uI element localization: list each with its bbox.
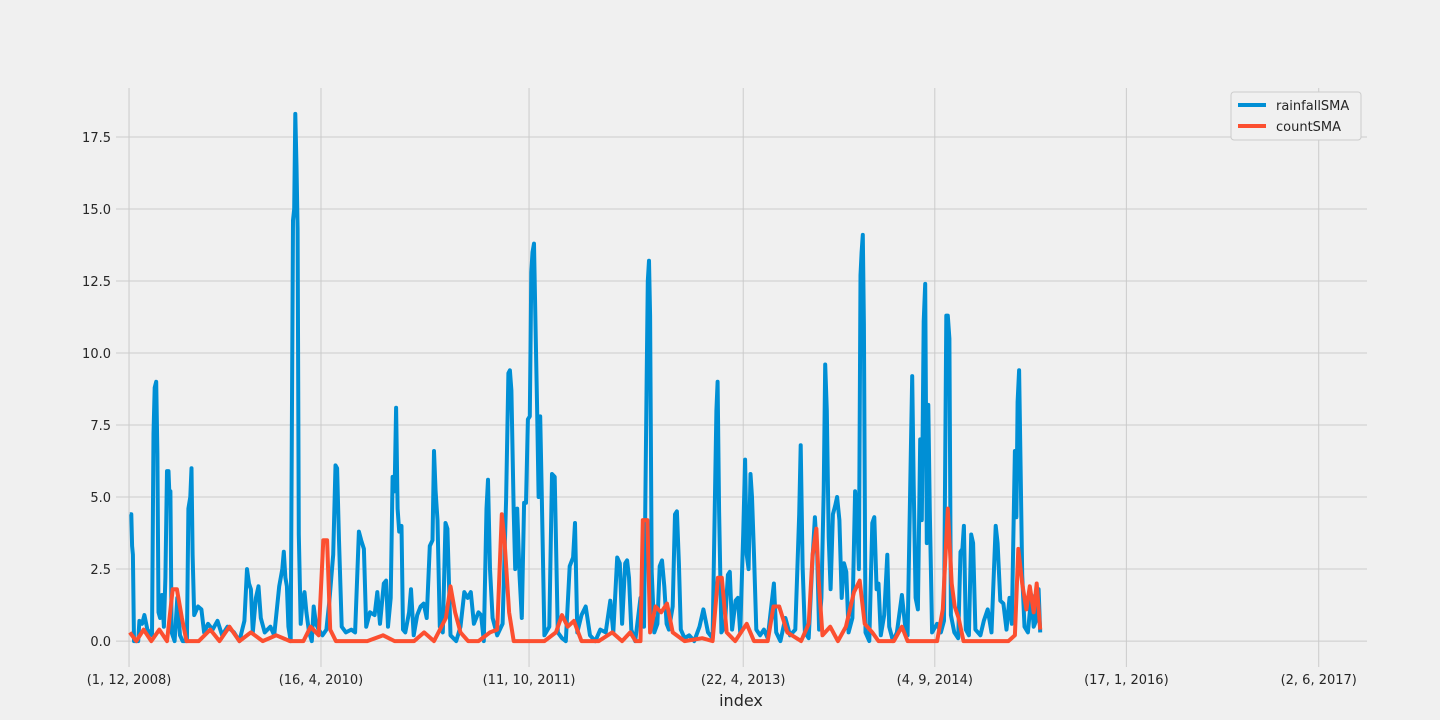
x-tick-label: (2, 6, 2017)	[1281, 673, 1357, 688]
y-tick-label: 5.0	[90, 491, 111, 506]
x-tick-label: (16, 4, 2010)	[279, 673, 364, 688]
y-tick-label: 0.0	[90, 635, 111, 650]
y-tick-label: 2.5	[90, 563, 111, 578]
y-tick-label: 10.0	[82, 347, 111, 362]
x-tick-label: (1, 12, 2008)	[87, 673, 172, 688]
y-tick-label: 12.5	[82, 275, 111, 290]
legend-label-rainfallSMA: rainfallSMA	[1276, 99, 1349, 114]
y-axis-ticks: 0.0 2.5 5.0 7.5 10.0 12.5 15.0 17.5	[82, 131, 111, 650]
plot-series	[128, 111, 1043, 644]
legend: rainfallSMA countSMA	[1230, 91, 1362, 141]
x-tick-label: (11, 10, 2011)	[483, 673, 576, 688]
x-tick-label: (17, 1, 2016)	[1084, 673, 1169, 688]
y-tick-label: 17.5	[82, 131, 111, 146]
y-tick-label: 15.0	[82, 203, 111, 218]
y-tick-label: 7.5	[90, 419, 111, 434]
x-axis-label: index	[719, 691, 763, 710]
legend-label-countSMA: countSMA	[1276, 120, 1341, 135]
x-tick-label: (4, 9, 2014)	[897, 673, 973, 688]
series-line-countSMA	[128, 506, 1043, 644]
x-tick-label: (22, 4, 2013)	[701, 673, 786, 688]
x-axis-ticks: (1, 12, 2008) (16, 4, 2010) (11, 10, 2011)…	[87, 673, 1357, 688]
